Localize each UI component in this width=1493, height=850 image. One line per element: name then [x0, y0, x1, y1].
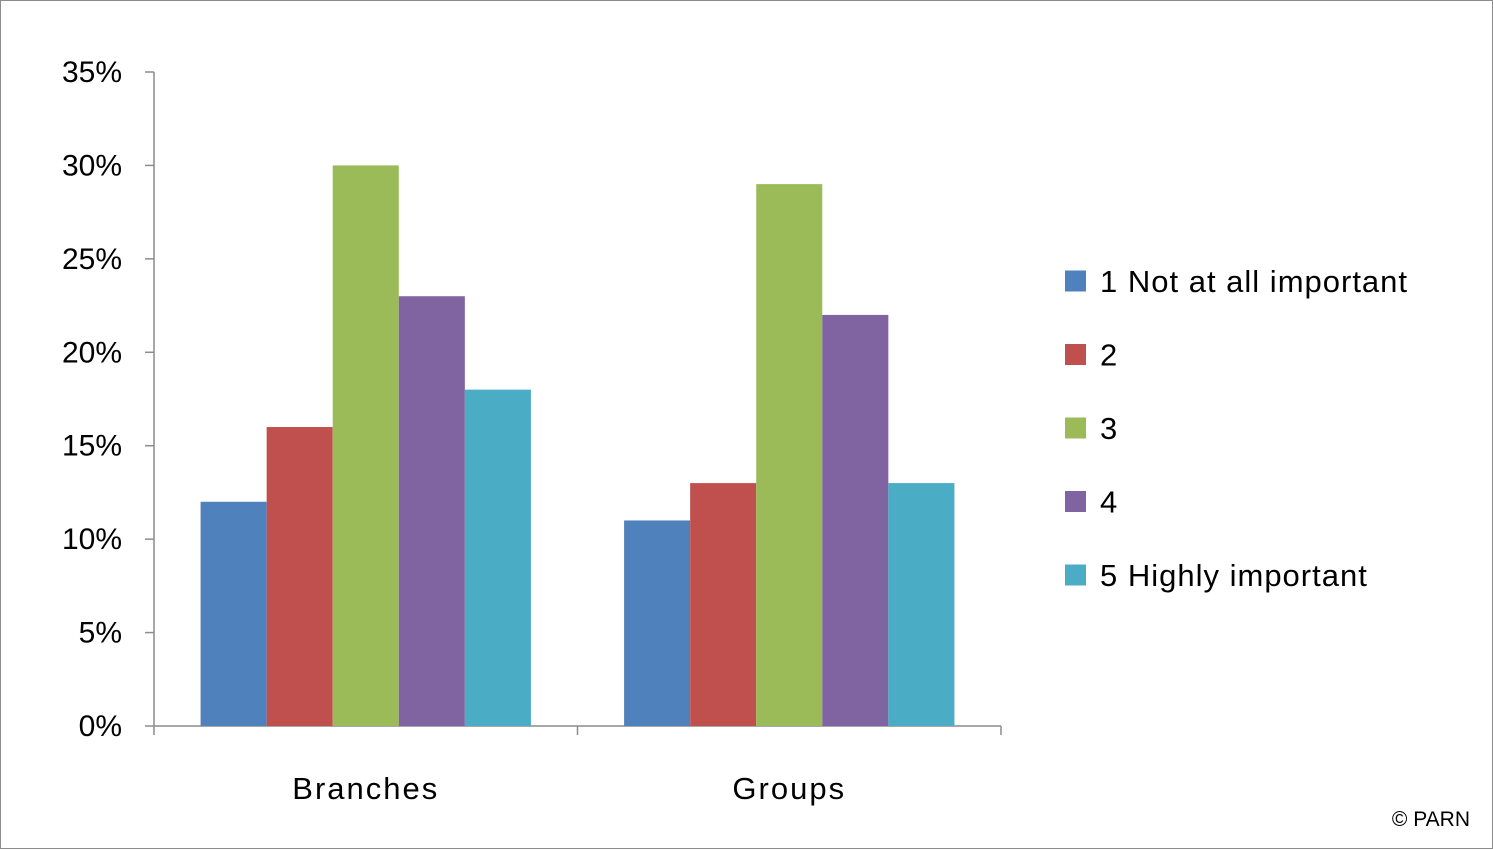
legend-label: 1 Not at all important — [1100, 264, 1408, 299]
legend-swatch — [1065, 417, 1086, 439]
y-tick-label: 20% — [62, 336, 122, 369]
bar-groups-4 — [822, 314, 889, 726]
bar-branches-3 — [332, 165, 399, 726]
copyright-notice: © PARN — [1391, 808, 1470, 831]
legend-swatch — [1065, 270, 1086, 292]
bar-groups-3 — [756, 184, 823, 727]
x-category-label: Branches — [292, 771, 439, 806]
bar-branches-1 — [200, 501, 267, 726]
legend: 1 Not at all important 2 3 4 5 Highly import… — [1065, 264, 1408, 593]
bar-branches-5 — [464, 389, 531, 726]
x-category-label: Groups — [732, 771, 846, 806]
bar-groups-1 — [624, 520, 691, 726]
y-tick-label: 15% — [62, 430, 122, 463]
bar-branches-4 — [398, 296, 465, 726]
legend-swatch — [1065, 491, 1086, 512]
bar-groups-2 — [690, 483, 757, 726]
bar-branches-2 — [266, 427, 333, 726]
bars — [200, 165, 955, 727]
bar-groups-5 — [888, 483, 955, 726]
legend-swatch — [1065, 344, 1086, 365]
legend-label: 4 — [1100, 485, 1118, 520]
y-tick-label: 30% — [62, 149, 122, 182]
legend-label: 2 — [1100, 338, 1118, 373]
y-tick-label: 5% — [79, 617, 122, 650]
axis-labels: 0% 5% 10% 15% 20% 25% 30% 35% Branches Groups — [62, 56, 846, 806]
y-tick-label: 25% — [62, 243, 122, 276]
y-tick-label: 0% — [79, 710, 122, 743]
y-tick-label: 35% — [62, 56, 122, 89]
y-tick-label: 10% — [62, 523, 122, 556]
legend-swatch — [1065, 564, 1086, 586]
legend-label: 5 Highly important — [1100, 558, 1368, 593]
legend-label: 3 — [1100, 411, 1118, 446]
